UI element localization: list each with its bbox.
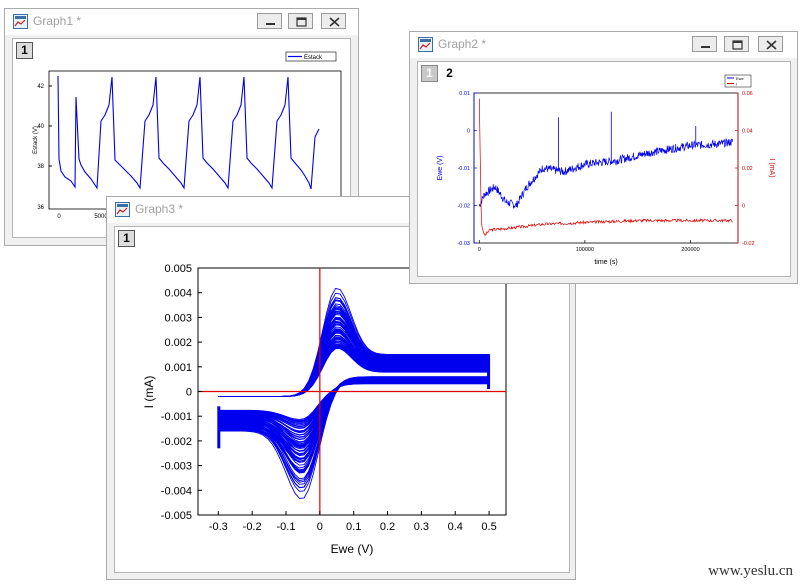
x-tick-label: 200000 bbox=[681, 247, 699, 253]
layer-tab-1[interactable]: 1 bbox=[16, 42, 33, 59]
y-tick-label-right: 0 bbox=[742, 204, 745, 210]
cv-cycle-line bbox=[218, 299, 490, 471]
x-tick-label: -0.3 bbox=[209, 521, 228, 533]
graph1-y-ticks: 42 40 38 36 bbox=[37, 84, 52, 211]
y-tick-label: 0.005 bbox=[164, 263, 192, 275]
y-tick-label: -0.003 bbox=[161, 461, 192, 473]
y-tick-label-left: -0.03 bbox=[457, 241, 470, 247]
graph1-legend: Estack bbox=[285, 51, 337, 62]
y-tick-label: -0.005 bbox=[161, 510, 192, 522]
x-tick-label: 0.2 bbox=[380, 521, 395, 533]
x-tick-label: 0 bbox=[478, 247, 481, 253]
graph2-ylabel-right: I (mA) bbox=[768, 158, 775, 177]
minimize-icon bbox=[266, 23, 275, 25]
graph2-x-ticks: 0 100000 200000 bbox=[478, 240, 700, 253]
graph2-title: Graph2 * bbox=[438, 37, 487, 51]
y-tick: 40 bbox=[37, 124, 44, 130]
y-tick-label: 0.004 bbox=[164, 288, 192, 300]
legend-label-i: I bbox=[736, 82, 737, 87]
y-tick: 42 bbox=[37, 84, 44, 90]
graph1-x-ticks: 0 5000 bbox=[57, 214, 108, 220]
y-tick-label: -0.004 bbox=[161, 485, 192, 497]
y-tick-label-right: 0.04 bbox=[742, 129, 753, 135]
x-tick-label: -0.1 bbox=[277, 521, 296, 533]
y-tick: 38 bbox=[37, 164, 44, 170]
x-tick-label: 0.5 bbox=[481, 521, 496, 533]
graph1-series-estack bbox=[57, 75, 320, 190]
legend-label-ewe: Ewe bbox=[736, 76, 745, 81]
y-tick-label: 0.001 bbox=[164, 362, 192, 374]
x-tick-label: 0.4 bbox=[448, 521, 463, 533]
graph2-page[interactable]: 1 2 -0.03 -0.02 -0.01 0 0.01 -0.02 0 0.02 0.04 0… bbox=[417, 61, 791, 277]
graph3-ylabel: I (mA) bbox=[142, 376, 156, 409]
graph1-title: Graph1 * bbox=[33, 14, 82, 28]
x-tick-label: 0.1 bbox=[346, 521, 361, 533]
close-button[interactable] bbox=[321, 13, 346, 29]
graph3-plot: -0.005 -0.004 -0.003 -0.002 -0.001 0 0.001 0.00… bbox=[142, 263, 507, 556]
y-tick-label-right: -0.02 bbox=[742, 241, 755, 247]
graph2-series-i bbox=[478, 98, 733, 237]
layer-tab-2[interactable]: 2 bbox=[441, 65, 458, 82]
restore-button[interactable] bbox=[724, 36, 749, 52]
graph2-titlebar[interactable]: Graph2 * bbox=[410, 32, 797, 58]
x-tick-label: -0.2 bbox=[243, 521, 262, 533]
graph3-xlabel: Ewe (V) bbox=[331, 542, 374, 556]
graph2-y-ticks-left: -0.03 -0.02 -0.01 0 0.01 bbox=[457, 91, 477, 247]
x-tick: 5000 bbox=[94, 214, 108, 220]
restore-icon bbox=[732, 40, 743, 50]
graph1-ylabel: Estack (V) bbox=[33, 126, 39, 154]
y-tick-label-left: -0.01 bbox=[457, 166, 470, 172]
y-tick-label: 0.002 bbox=[164, 337, 192, 349]
minimize-icon bbox=[701, 46, 710, 48]
legend-label: Estack bbox=[304, 55, 323, 61]
graph2-series-ewe bbox=[478, 138, 734, 209]
x-tick-label: 0.3 bbox=[414, 521, 429, 533]
x-tick: 0 bbox=[57, 214, 61, 220]
y-tick-label-left: 0 bbox=[467, 129, 470, 135]
close-button[interactable] bbox=[758, 36, 783, 52]
graph3-window[interactable]: Graph3 * 1 -0.005 -0.004 -0.003 -0.002 -0.00… bbox=[106, 196, 576, 580]
graph2-legend: Ewe I bbox=[724, 74, 752, 88]
cv-cycle-line bbox=[218, 297, 490, 483]
graph-window-icon bbox=[418, 37, 433, 52]
graph2-window[interactable]: Graph2 * 1 2 -0.03 -0.02 -0.01 0 0.01 -0.02 0… bbox=[409, 31, 798, 284]
y-tick-label-left: -0.02 bbox=[457, 204, 470, 210]
graph2-y-ticks-right: -0.02 0 0.02 0.04 0.06 bbox=[735, 91, 755, 247]
graph-window-icon bbox=[115, 202, 130, 217]
close-icon bbox=[766, 40, 777, 50]
graph3-series-cycles bbox=[217, 287, 491, 499]
restore-button[interactable] bbox=[288, 13, 313, 29]
restore-icon bbox=[296, 17, 307, 27]
y-tick-label-right: 0.02 bbox=[742, 166, 753, 172]
y-tick-label-right: 0.06 bbox=[742, 91, 753, 97]
y-tick-label: 0.003 bbox=[164, 312, 192, 324]
graph2-ylabel-left: Ewe (V) bbox=[437, 156, 444, 181]
close-icon bbox=[329, 17, 340, 27]
cv-scan-start-band bbox=[217, 406, 221, 449]
y-tick-label: -0.001 bbox=[161, 411, 192, 423]
graph1-titlebar[interactable]: Graph1 * bbox=[5, 9, 358, 35]
y-tick-label: 0 bbox=[186, 387, 192, 399]
y-tick: 36 bbox=[37, 205, 44, 211]
cv-scan-end-band bbox=[487, 354, 491, 390]
graph3-x-ticks: -0.3 -0.2 -0.1 0 0.1 0.2 0.3 0.4 0.5 bbox=[209, 511, 497, 533]
graph3-title: Graph3 * bbox=[135, 202, 184, 216]
x-tick-label: 0 bbox=[317, 521, 323, 533]
y-tick-label: -0.002 bbox=[161, 436, 192, 448]
y-tick-label-left: 0.01 bbox=[459, 91, 470, 97]
graph3-y-ticks: -0.005 -0.004 -0.003 -0.002 -0.001 0 0.001 0.00… bbox=[161, 263, 202, 522]
layer-tab-1[interactable]: 1 bbox=[118, 230, 135, 247]
watermark: www.yeslu.cn bbox=[708, 563, 793, 579]
minimize-button[interactable] bbox=[257, 13, 282, 29]
graph2-series-group bbox=[478, 98, 734, 237]
graph-window-icon bbox=[13, 14, 28, 29]
minimize-button[interactable] bbox=[692, 36, 717, 52]
layer-tab-1[interactable]: 1 bbox=[421, 65, 438, 82]
graph2-xlabel: time (s) bbox=[594, 259, 617, 266]
x-tick-label: 100000 bbox=[576, 247, 594, 253]
graph1-plot-frame bbox=[48, 70, 342, 210]
graph1-plot: 42 40 38 36 Estack (V) 0 5000 Estack bbox=[33, 51, 342, 220]
